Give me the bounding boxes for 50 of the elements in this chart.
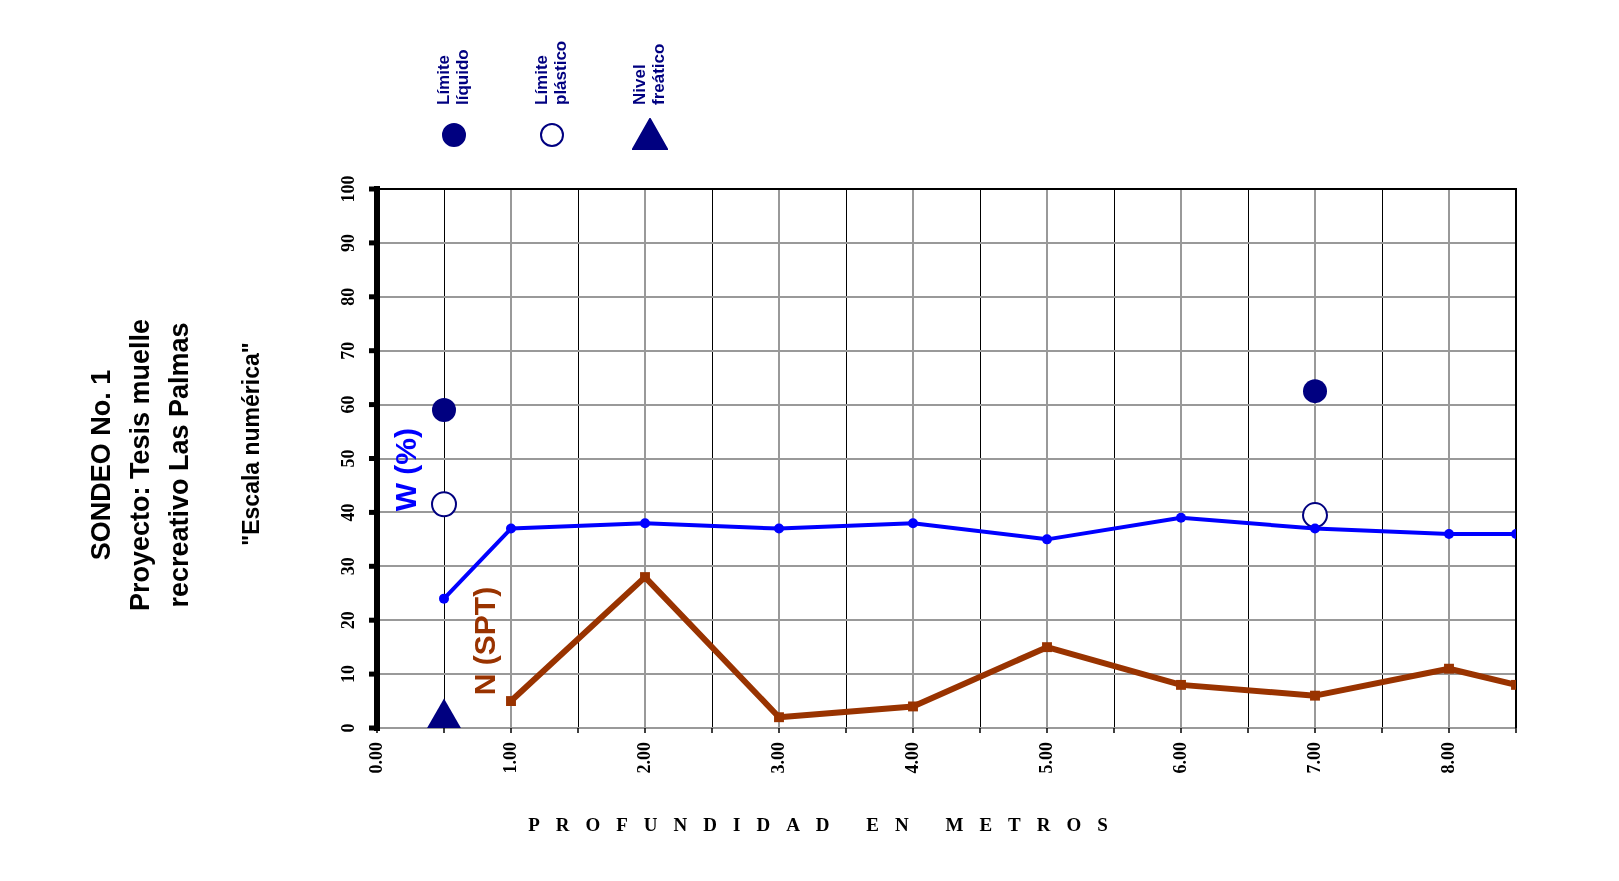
y-tick-label: 100 [337, 175, 358, 203]
point [1303, 379, 1327, 404]
point [1176, 512, 1186, 523]
point [1042, 534, 1052, 545]
point [1310, 523, 1320, 534]
point [774, 712, 784, 723]
y-tick-label: 80 [337, 287, 358, 306]
x-tick-label: 3.00 [767, 742, 788, 774]
y-tick-label: 60 [337, 395, 358, 414]
y-tick-label: 20 [337, 611, 358, 630]
point [1444, 528, 1454, 539]
x-tick-label: 2.00 [633, 742, 654, 774]
point [432, 397, 456, 422]
point [640, 572, 650, 583]
point [506, 523, 516, 534]
x-axis-title: PROFUNDIDAD EN METROS [528, 813, 1124, 835]
x-tick-label: 8.00 [1437, 742, 1458, 774]
x-tick-label: 4.00 [901, 742, 922, 774]
y-tick-label: 50 [337, 449, 358, 468]
point [1444, 663, 1454, 674]
point [908, 701, 918, 712]
y-tick-label: 0 [337, 723, 358, 733]
text: N (SPT) [468, 586, 502, 696]
y-tick-label: 10 [337, 665, 358, 684]
x-tick-label: 0.00 [365, 742, 386, 774]
text: Proyecto: Tesis muelle recreativo Las Palmas [125, 318, 195, 612]
y-tick-label: 70 [337, 341, 358, 360]
x-tick-label: 1.00 [499, 742, 520, 774]
text: "Escala numérica" [238, 342, 265, 546]
text: SONDEO No. 1 [86, 369, 117, 561]
point [439, 593, 449, 604]
point [1176, 679, 1186, 690]
text: Nivel freático [630, 43, 669, 105]
x-tick-label: 6.00 [1169, 742, 1190, 774]
point [1302, 502, 1328, 529]
point [1042, 642, 1052, 653]
point [431, 491, 457, 518]
y-tick-label: 30 [337, 557, 358, 576]
point [1310, 690, 1320, 701]
y-tick-label: 40 [337, 503, 358, 522]
point [908, 518, 918, 529]
x-tick-label: 5.00 [1035, 742, 1056, 774]
text: W (%) [389, 427, 423, 512]
x-tick-label: 7.00 [1303, 742, 1324, 774]
text: Límite líquido [434, 49, 473, 105]
text: Límite plástico [532, 40, 571, 105]
point [640, 518, 650, 529]
point [506, 696, 516, 706]
point [774, 523, 784, 534]
y-tick-label: 90 [337, 233, 358, 252]
